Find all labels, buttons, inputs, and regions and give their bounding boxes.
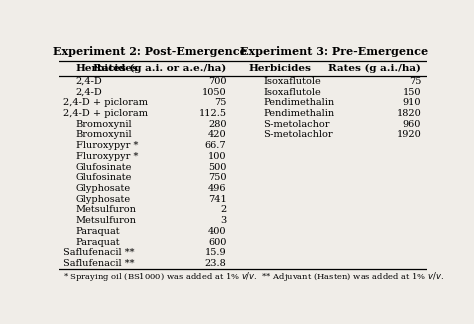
- Text: Pendimethalin: Pendimethalin: [263, 109, 334, 118]
- Text: 1820: 1820: [396, 109, 421, 118]
- Text: 2,4-D: 2,4-D: [76, 77, 102, 86]
- Text: 500: 500: [208, 163, 227, 172]
- Text: S-metolachor: S-metolachor: [263, 120, 329, 129]
- Text: Rates (g a.i. or a.e./ha): Rates (g a.i. or a.e./ha): [93, 64, 227, 73]
- Text: Glyphosate: Glyphosate: [76, 184, 131, 193]
- Text: Paraquat: Paraquat: [76, 237, 120, 247]
- Text: 3: 3: [220, 216, 227, 225]
- Text: 1920: 1920: [396, 131, 421, 139]
- Text: 75: 75: [214, 98, 227, 107]
- Text: Isoxaflutole: Isoxaflutole: [263, 77, 321, 86]
- Text: 420: 420: [208, 131, 227, 139]
- Text: Glufosinate: Glufosinate: [76, 173, 132, 182]
- Text: 910: 910: [402, 98, 421, 107]
- Text: Fluroxypyr *: Fluroxypyr *: [76, 141, 138, 150]
- Text: 2: 2: [220, 205, 227, 214]
- Text: Glufosinate: Glufosinate: [76, 163, 132, 172]
- Text: 66.7: 66.7: [205, 141, 227, 150]
- Text: Bromoxynil: Bromoxynil: [76, 131, 132, 139]
- Text: Experiment 2: Post-Emergence: Experiment 2: Post-Emergence: [53, 46, 247, 57]
- Text: 600: 600: [208, 237, 227, 247]
- Text: 750: 750: [208, 173, 227, 182]
- Text: Herbicides: Herbicides: [248, 64, 311, 73]
- Text: 100: 100: [208, 152, 227, 161]
- Text: Isoxaflutole: Isoxaflutole: [263, 87, 321, 97]
- Text: 280: 280: [208, 120, 227, 129]
- Text: 23.8: 23.8: [205, 259, 227, 268]
- Text: Pendimethalin: Pendimethalin: [263, 98, 334, 107]
- Text: * Spraying oil (BS1000) was added at 1% $\it{v/v}$.  ** Adjuvant (Hasten) was ad: * Spraying oil (BS1000) was added at 1% …: [63, 270, 444, 283]
- Text: Fluroxypyr *: Fluroxypyr *: [76, 152, 138, 161]
- Text: Herbicides: Herbicides: [76, 64, 139, 73]
- Text: Rates (g a.i./ha): Rates (g a.i./ha): [328, 64, 421, 73]
- Text: Metsulfuron: Metsulfuron: [76, 205, 137, 214]
- Text: 960: 960: [403, 120, 421, 129]
- Text: Experiment 3: Pre-Emergence: Experiment 3: Pre-Emergence: [240, 46, 428, 57]
- Text: 700: 700: [208, 77, 227, 86]
- Text: 496: 496: [208, 184, 227, 193]
- Text: 2,4-D + picloram: 2,4-D + picloram: [63, 109, 148, 118]
- Text: Glyphosate: Glyphosate: [76, 195, 131, 204]
- Text: Saflufenacil **: Saflufenacil **: [63, 259, 135, 268]
- Text: S-metolachlor: S-metolachlor: [263, 131, 333, 139]
- Text: 112.5: 112.5: [199, 109, 227, 118]
- Text: Bromoxynil: Bromoxynil: [76, 120, 132, 129]
- Text: 150: 150: [402, 87, 421, 97]
- Text: 15.9: 15.9: [205, 248, 227, 257]
- Text: 741: 741: [208, 195, 227, 204]
- Text: 2,4-D + picloram: 2,4-D + picloram: [63, 98, 148, 107]
- Text: Paraquat: Paraquat: [76, 227, 120, 236]
- Text: 1050: 1050: [202, 87, 227, 97]
- Text: Saflufenacil **: Saflufenacil **: [63, 248, 135, 257]
- Text: Metsulfuron: Metsulfuron: [76, 216, 137, 225]
- Text: 400: 400: [208, 227, 227, 236]
- Text: 75: 75: [409, 77, 421, 86]
- Text: 2,4-D: 2,4-D: [76, 87, 102, 97]
